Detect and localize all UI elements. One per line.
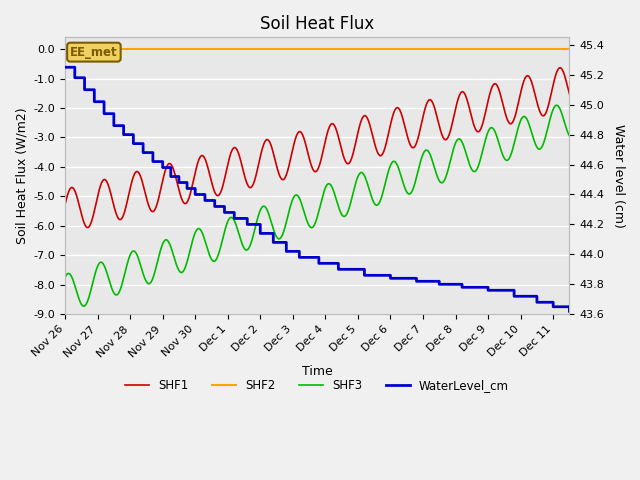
WaterLevel_cm [183,186,191,192]
SHF1 [262,137,270,143]
WaterLevel_cm [533,300,541,305]
SHF3 [553,102,561,108]
SHF1 [429,100,436,106]
SHF3 [227,215,234,220]
SHF1 [557,65,564,71]
SHF1 [380,149,387,155]
WaterLevel_cm [269,240,277,245]
SHF3 [262,205,270,211]
Legend: SHF1, SHF2, SHF3, WaterLevel_cm: SHF1, SHF2, SHF3, WaterLevel_cm [121,374,514,397]
WaterLevel_cm [71,75,79,81]
Y-axis label: Water level (cm): Water level (cm) [612,124,625,228]
Y-axis label: Soil Heat Flux (W/m2): Soil Heat Flux (W/m2) [15,108,28,244]
SHF1 [61,202,69,207]
SHF1 [84,225,92,230]
WaterLevel_cm [566,308,573,314]
WaterLevel_cm [61,64,69,70]
SHF3 [123,262,131,268]
WaterLevel_cm [221,210,228,216]
SHF1 [426,97,434,103]
Text: EE_met: EE_met [70,46,118,59]
Line: SHF3: SHF3 [65,105,570,306]
SHF1 [227,151,234,156]
Title: Soil Heat Flux: Soil Heat Flux [260,15,374,33]
SHF3 [80,303,88,309]
WaterLevel_cm [159,165,166,170]
Line: WaterLevel_cm: WaterLevel_cm [65,67,570,311]
SHF1 [566,91,573,97]
SHF3 [429,160,436,166]
Line: SHF1: SHF1 [65,68,570,228]
X-axis label: Time: Time [302,364,333,377]
SHF3 [380,187,387,193]
SHF3 [426,152,434,158]
SHF3 [61,275,69,280]
SHF1 [123,200,131,205]
SHF3 [566,133,573,139]
